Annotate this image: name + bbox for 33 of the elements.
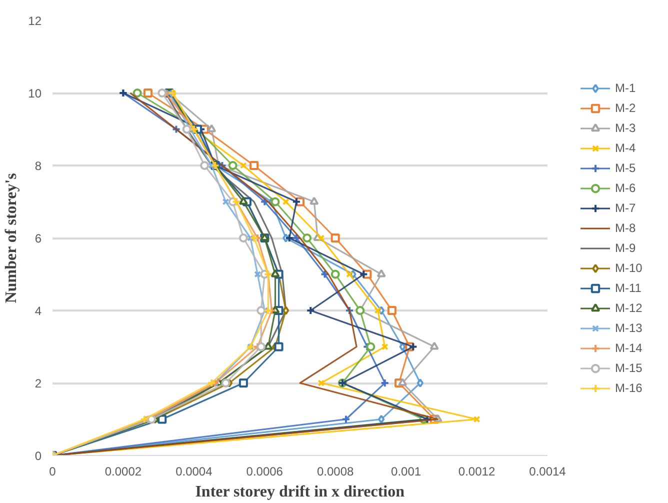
x-tick-label: 0.0002 (104, 464, 142, 478)
x-tick-label: 0.0008 (317, 464, 354, 478)
legend-label: M-1 (615, 80, 637, 96)
legend-label: M-8 (615, 220, 637, 236)
x-tick-label: 0 (49, 464, 56, 478)
legend-label: M-16 (615, 380, 644, 396)
legend-label: M-15 (615, 360, 644, 376)
legend-label: M-10 (615, 260, 644, 276)
x-axis-title: Inter storey drift in x direction (195, 484, 405, 500)
legend-label: M-3 (615, 120, 637, 136)
y-tick-label: 10 (28, 86, 42, 100)
legend-label: M-12 (615, 300, 644, 316)
y-tick-label: 2 (34, 376, 42, 390)
y-tick-label: 6 (34, 232, 42, 246)
legend-label: M-7 (615, 200, 637, 216)
y-axis-title: Number of storey's (3, 173, 20, 304)
legend-label: M-4 (615, 140, 637, 156)
x-tick-label: 0.0004 (176, 464, 213, 478)
legend-label: M-11 (615, 280, 642, 296)
legend-label: M-5 (615, 160, 637, 176)
y-tick-label: 0 (34, 449, 42, 463)
x-tick-label: 0.001 (391, 464, 422, 478)
legend-label: M-13 (615, 320, 644, 336)
x-tick-label: 0.0006 (246, 464, 284, 478)
y-tick-label: 8 (34, 159, 42, 173)
x-tick-label: 0.0012 (458, 464, 496, 478)
legend-label: M-9 (615, 240, 637, 256)
y-tick-label: 4 (34, 304, 42, 318)
legend-label: M-14 (615, 340, 644, 356)
y-tick-label: 12 (28, 14, 42, 28)
legend-label: M-6 (615, 180, 637, 196)
x-tick-label: 0.0014 (529, 464, 566, 478)
legend-label: M-2 (615, 100, 637, 116)
